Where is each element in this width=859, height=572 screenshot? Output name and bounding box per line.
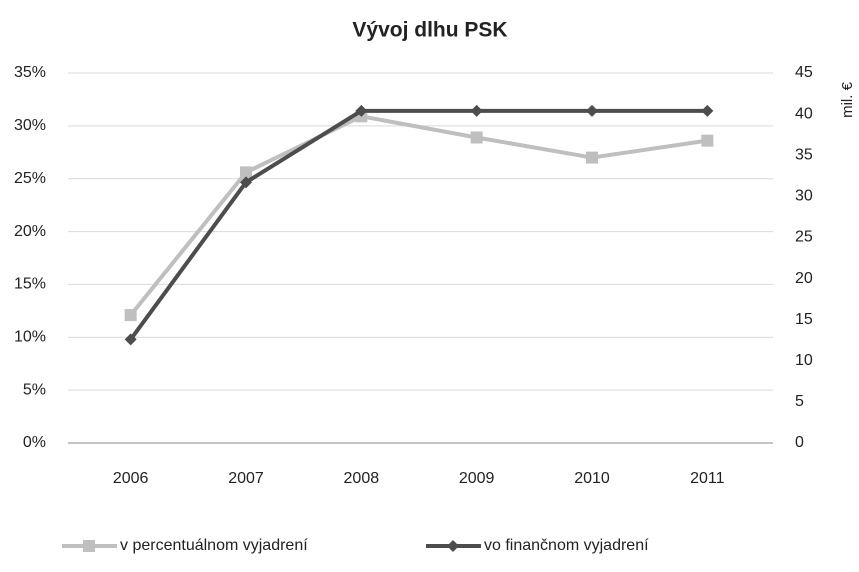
point-marker [586,151,598,164]
y2-tick-label: 25 [795,229,813,246]
y-tick-label: 0% [23,434,46,451]
point-marker [124,309,137,322]
y-tick-label: 35% [14,64,46,81]
point-marker [240,166,252,179]
y-tick-label: 30% [14,117,46,134]
legend-marker [83,540,95,552]
y2-tick-label: 0 [795,434,804,451]
point-marker [701,104,714,117]
y2-tick-label: 40 [795,105,813,122]
x-tick-label: 2007 [228,470,264,487]
y2-tick-label: 15 [795,311,813,328]
series-line [129,108,708,341]
x-tick-label: 2010 [574,470,610,487]
y-tick-label: 10% [14,329,46,346]
point-marker [586,104,598,117]
y2-tick-label: 20 [795,270,813,287]
chart-title: Vývoj dlhu PSK [352,19,507,42]
y2-tick-label: 30 [795,188,813,205]
legend-label: v percentuálnom vyjadrení [120,537,308,554]
y2-tick-label: 35 [795,146,813,163]
legend-marker [447,540,459,552]
point-marker [355,104,368,117]
y-tick-label: 15% [14,276,46,293]
point-marker [470,131,483,144]
x-tick-label: 2006 [113,470,149,487]
x-tick-label: 2011 [690,470,725,487]
point-marker [240,176,252,189]
y2-tick-label: 10 [795,352,813,369]
legend-label: vo finančnom vyjadrení [484,537,649,554]
x-tick-label: 2009 [459,470,495,487]
point-marker [701,134,714,147]
y2-axis-label: mil. € [839,81,856,117]
x-tick-label: 2008 [344,470,380,487]
y2-tick-label: 5 [795,393,804,410]
y-tick-label: 5% [23,381,46,398]
point-marker [124,333,137,346]
y-tick-label: 20% [14,223,46,240]
series-line [129,114,708,317]
y-tick-label: 25% [14,170,46,187]
point-marker [470,104,483,117]
y2-tick-label: 45 [795,64,813,81]
